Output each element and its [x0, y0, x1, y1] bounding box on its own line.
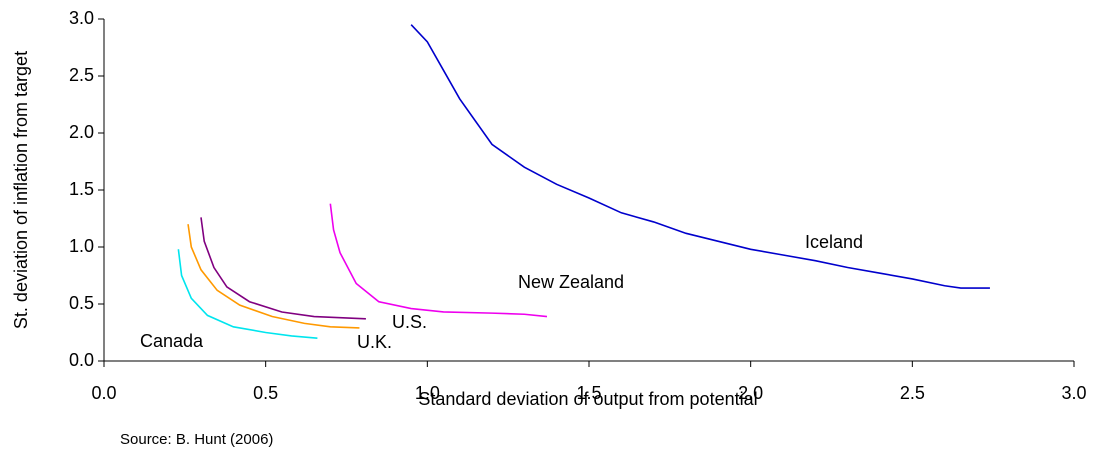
series-label: U.S. [392, 312, 427, 332]
y-tick-label: 0.0 [69, 350, 94, 370]
y-axis-label: St. deviation of inflation from target [11, 51, 31, 329]
y-tick-label: 1.5 [69, 179, 94, 199]
series-label: U.K. [357, 332, 392, 352]
source-note: Source: B. Hunt (2006) [120, 431, 273, 448]
series-label: Iceland [805, 232, 863, 252]
series-line [177, 249, 318, 339]
series-line [200, 217, 366, 320]
y-tick-label: 1.0 [69, 236, 94, 256]
x-tick-label: 0.5 [253, 383, 278, 403]
y-tick-label: 2.5 [69, 65, 94, 85]
x-tick-label: 1.5 [576, 383, 601, 403]
y-tick-label: 3.0 [69, 8, 94, 28]
x-tick-label: 1.0 [415, 383, 440, 403]
series-line [410, 24, 990, 289]
x-axis-label: Standard deviation of output from potent… [418, 389, 757, 409]
x-tick-label: 3.0 [1061, 383, 1086, 403]
x-tick-label: 0.0 [91, 383, 116, 403]
series-label: Canada [140, 331, 204, 351]
y-tick-label: 0.5 [69, 293, 94, 313]
x-tick-label: 2.0 [738, 383, 763, 403]
x-tick-label: 2.5 [900, 383, 925, 403]
series-line [329, 203, 548, 318]
y-tick-label: 2.0 [69, 122, 94, 142]
series-label: New Zealand [518, 272, 624, 292]
series-line [187, 224, 360, 329]
